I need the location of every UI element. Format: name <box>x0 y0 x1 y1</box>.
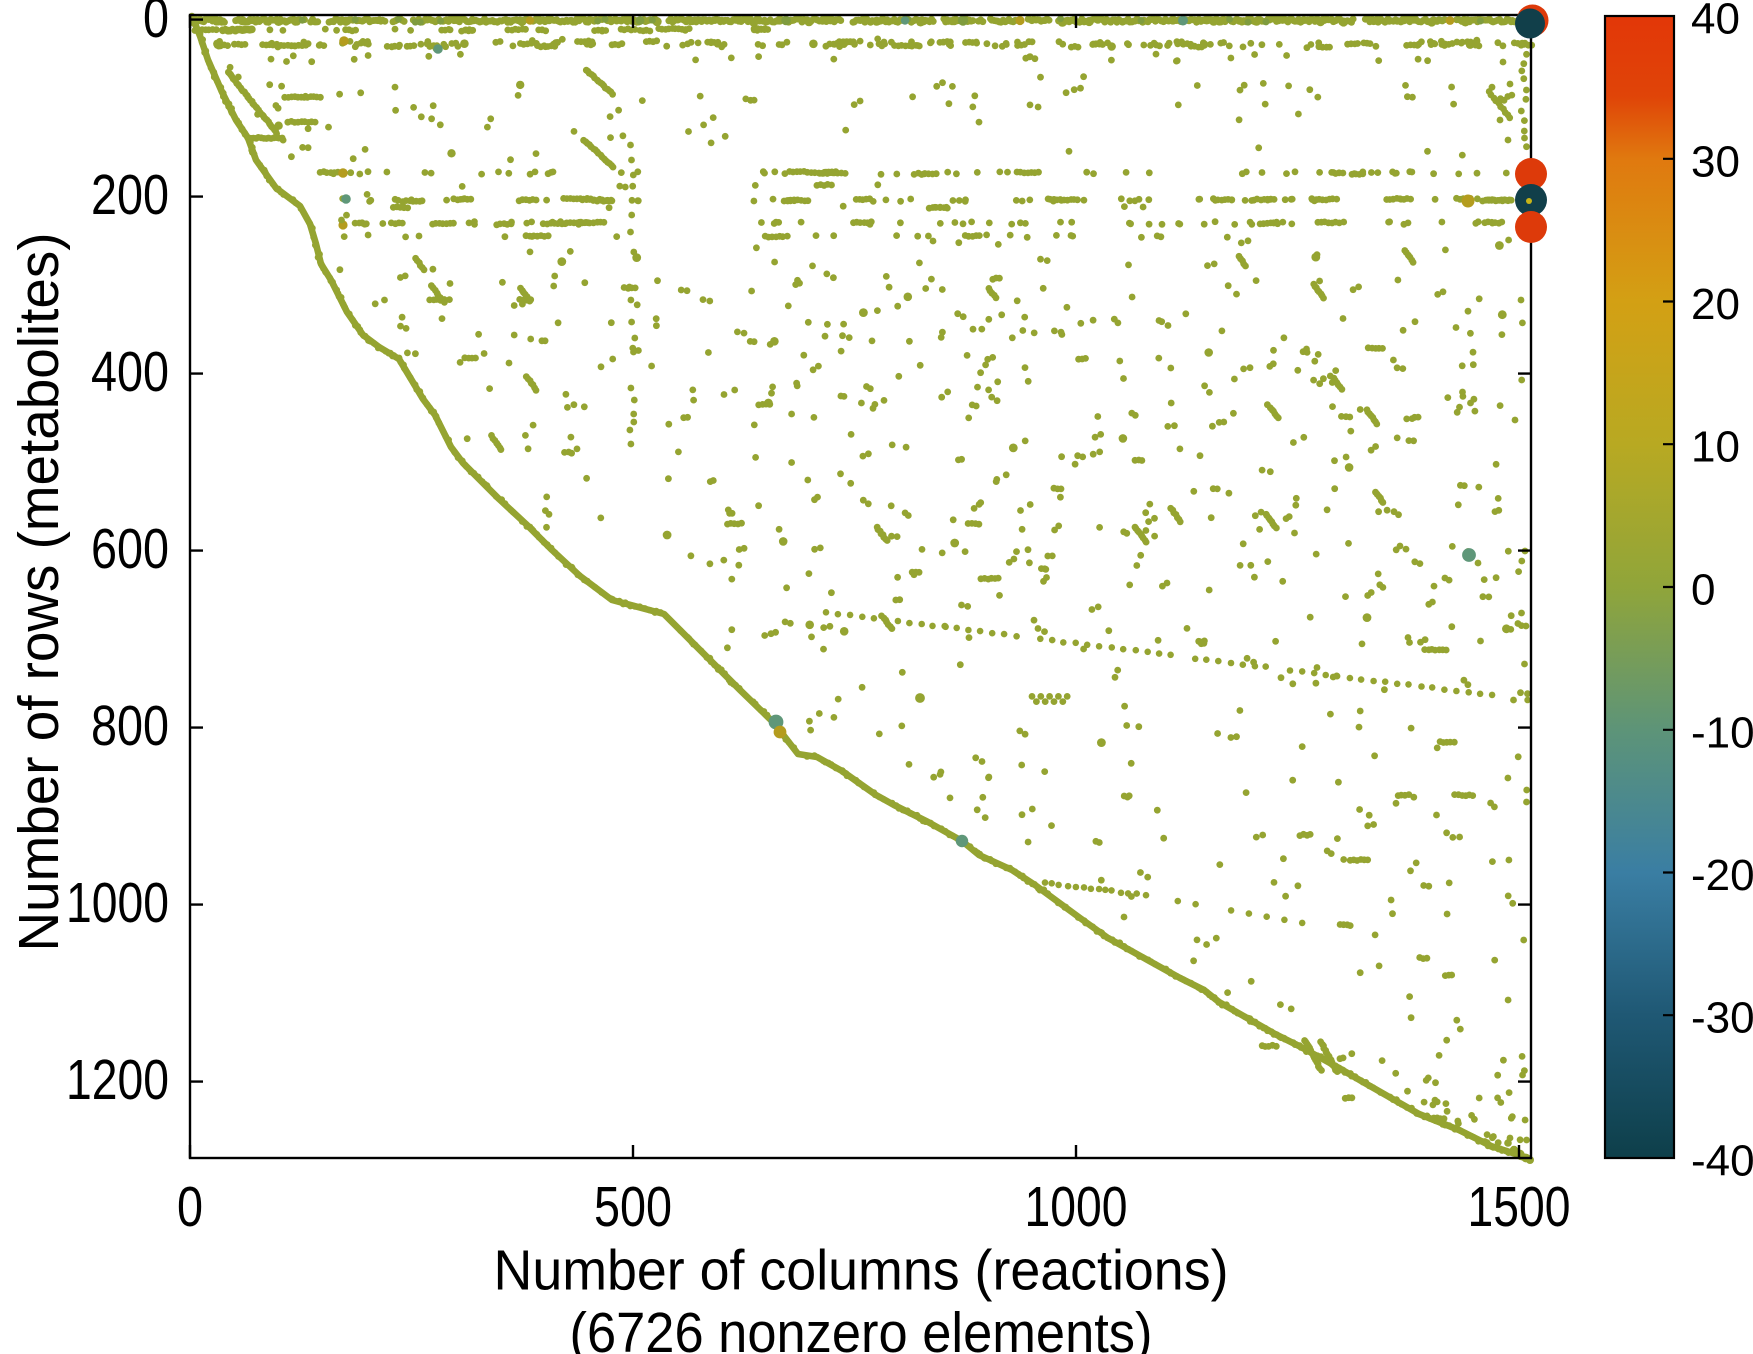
svg-text:400: 400 <box>91 340 169 404</box>
svg-text:0: 0 <box>143 0 169 50</box>
svg-text:0: 0 <box>177 1175 203 1239</box>
svg-text:40: 40 <box>1691 0 1740 44</box>
svg-text:20: 20 <box>1691 280 1740 329</box>
svg-text:800: 800 <box>91 694 169 758</box>
svg-text:-40: -40 <box>1691 1137 1753 1186</box>
svg-text:1200: 1200 <box>66 1048 169 1112</box>
svg-text:(6726 nonzero elements): (6726 nonzero elements) <box>570 1301 1153 1354</box>
svg-text:-20: -20 <box>1691 851 1753 900</box>
svg-text:200: 200 <box>91 163 169 227</box>
svg-text:30: 30 <box>1691 137 1740 186</box>
svg-text:1500: 1500 <box>1468 1175 1571 1239</box>
svg-text:10: 10 <box>1691 423 1740 472</box>
svg-text:600: 600 <box>91 517 169 581</box>
svg-text:Number of columns (reactions): Number of columns (reactions) <box>494 1239 1229 1303</box>
svg-text:-30: -30 <box>1691 994 1753 1043</box>
svg-text:Number of rows (metabolites): Number of rows (metabolites) <box>7 233 71 952</box>
svg-text:1000: 1000 <box>1025 1175 1128 1239</box>
svg-text:0: 0 <box>1691 566 1715 615</box>
svg-text:-10: -10 <box>1691 708 1753 757</box>
svg-text:500: 500 <box>594 1175 672 1239</box>
svg-text:1000: 1000 <box>66 871 169 935</box>
